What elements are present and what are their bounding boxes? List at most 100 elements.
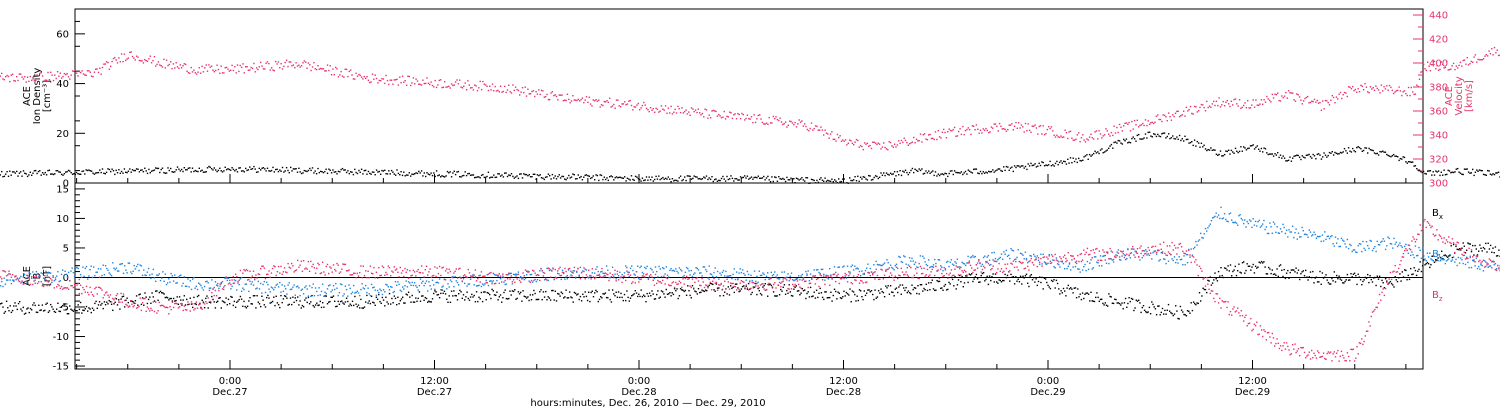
bx-point [1297,269,1300,271]
density-point [804,180,806,182]
bx-point [596,291,598,293]
bx-point [688,290,690,292]
bx-point [906,291,908,294]
bx-point [220,307,222,309]
velocity-point [1398,86,1400,88]
velocity-point [1403,90,1406,92]
velocity-point [569,102,571,104]
bx-point [492,290,494,292]
density-point [457,170,460,173]
bx-point [23,313,26,315]
bx-point [1101,298,1103,300]
bx-point [459,289,461,292]
bx-point [447,301,449,303]
b-tick-label: -15 [53,362,69,373]
velocity-point [40,71,42,74]
velocity-point [1196,111,1198,113]
bx-point [919,284,922,286]
bx-point [206,295,208,297]
density-point [975,168,978,170]
density-point [320,170,322,173]
density-point [378,170,380,173]
bx-point [46,302,48,304]
bx-point [1319,270,1321,273]
b-tick-label: -5 [59,303,69,314]
bx-point [398,303,400,305]
velocity-point [1425,69,1427,72]
bx-point [1228,270,1230,272]
density-point [5,173,7,175]
density-point [589,177,592,180]
density-point [753,176,755,179]
density-point [1073,160,1076,163]
velocity-point [902,141,904,144]
bx-series [0,242,1500,320]
bx-point [972,280,974,283]
bx-point [261,295,263,297]
velocity-point [981,132,983,134]
density-point [153,169,156,171]
density-point [303,169,305,172]
velocity-point [31,79,33,82]
density-point [629,179,631,181]
density-point [1007,166,1009,168]
velocity-point [1392,92,1395,95]
density-point [1033,164,1035,166]
bx-point [1436,259,1438,261]
bx-point [483,291,485,293]
density-point [384,169,386,171]
density-point [501,174,503,176]
density-point [838,178,840,180]
density-point [981,172,983,175]
density-point [1159,135,1162,138]
bx-point [1152,303,1154,306]
density-point [596,174,599,177]
velocity-point [1307,95,1309,98]
velocity-point [96,68,98,70]
bx-point [1155,314,1158,316]
velocity-point [264,68,266,70]
velocity-point [41,75,44,77]
density-point [1206,149,1208,152]
bx-point [747,282,750,285]
velocity-point [1177,110,1179,112]
velocity-point [1094,131,1096,133]
velocity-point [324,70,326,72]
velocity-point [239,64,241,67]
density-point [1196,140,1198,143]
velocity-point [817,129,819,131]
velocity-point [1443,67,1445,69]
density-point [821,179,824,181]
density-point [602,178,604,181]
velocity-point [1000,125,1002,127]
velocity-point [360,76,363,78]
velocity-point [703,116,705,118]
density-point [22,170,25,172]
bx-point [151,292,153,294]
velocity-point [405,84,408,86]
bx-point [681,289,683,291]
density-point [872,178,874,181]
velocity-point [126,58,128,60]
density-point [51,173,53,175]
density-point [684,176,686,178]
velocity-point [684,110,686,113]
density-point [671,178,674,180]
density-point [1238,150,1241,153]
density-point [1304,157,1306,159]
velocity-point [771,122,773,124]
velocity-point [606,100,608,102]
velocity-point [17,79,19,82]
bx-point [147,298,150,301]
velocity-point [824,129,826,131]
bx-point [115,298,118,300]
bx-point [1457,248,1460,251]
velocity-point [332,68,334,70]
bx-point [229,303,231,305]
bx-point [1277,275,1279,278]
density-point [998,168,1001,170]
velocity-point [876,143,878,146]
bx-point [495,294,497,296]
bx-point [552,289,554,292]
